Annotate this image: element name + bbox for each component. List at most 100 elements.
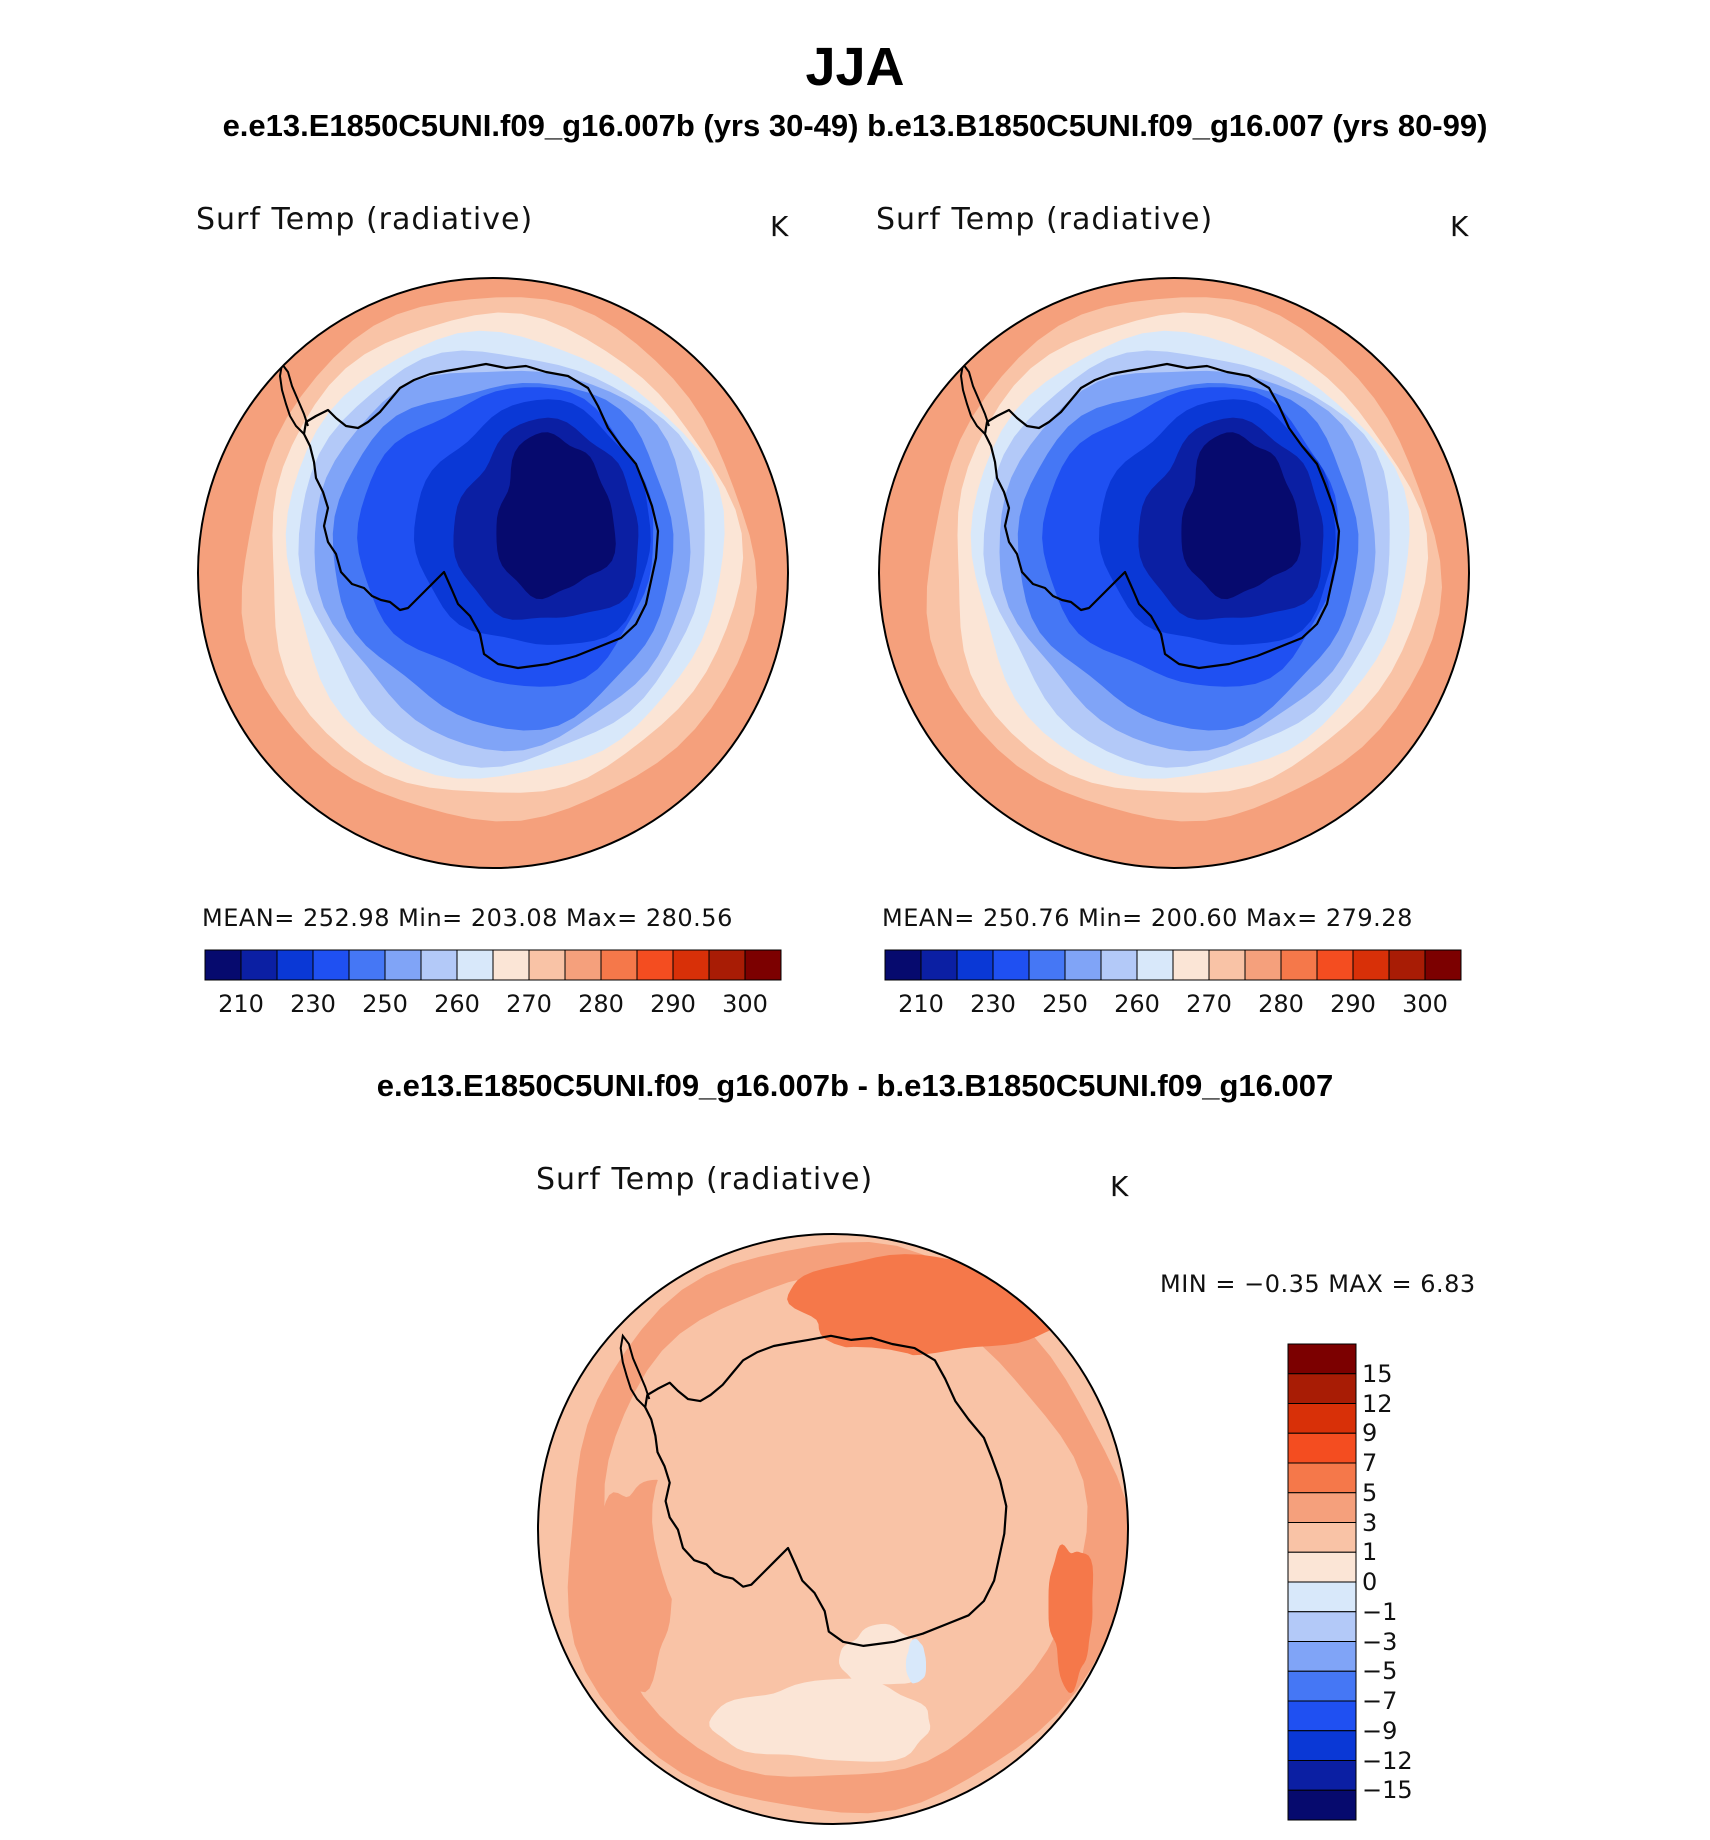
panel3-title: Surf Temp (radiative) <box>536 1162 874 1197</box>
figure-subtitle: e.e13.E1850C5UNI.f09_g16.007b (yrs 30-49… <box>222 108 1488 143</box>
panel1-map <box>197 277 789 869</box>
panel3-colorbar-labels: 15 12 9 7 5 3 1 0 −1 −3 −5 −7 −9 −12 −15 <box>1362 1344 1442 1820</box>
colorbar-box <box>1287 1373 1357 1404</box>
colorbar-tick-label: 12 <box>1362 1389 1393 1418</box>
contour-fill <box>709 1678 931 1762</box>
colorbar-tick-label: 210 <box>218 990 264 1018</box>
map-boundary <box>878 277 1470 869</box>
colorbar-box <box>348 949 386 981</box>
colorbar-box <box>956 949 994 981</box>
colorbar-box <box>1287 1343 1357 1375</box>
colorbar-box <box>1287 1432 1357 1464</box>
colorbar-tick-label: −1 <box>1362 1597 1398 1626</box>
colorbar-box <box>1100 949 1138 981</box>
colorbar-tick-label: 3 <box>1362 1508 1378 1537</box>
colorbar-box <box>1352 949 1390 981</box>
colorbar-box <box>1287 1462 1357 1494</box>
peninsula-coastline <box>959 361 990 435</box>
colorbar-tick-label: 250 <box>1042 990 1088 1018</box>
panel2-map <box>878 277 1470 869</box>
contour-fill <box>496 432 616 600</box>
antarctica-coastline <box>302 362 660 670</box>
colorbar-tick-label: 7 <box>1362 1449 1378 1477</box>
colorbar-tick-label: 210 <box>898 990 944 1018</box>
panel2-units: K <box>1450 210 1469 243</box>
colorbar-box <box>312 949 350 981</box>
contour-fill <box>1181 432 1301 600</box>
colorbar-box <box>1287 1670 1357 1702</box>
colorbar-box <box>1287 1641 1357 1672</box>
colorbar-box <box>564 949 602 981</box>
colorbar-box <box>492 949 530 981</box>
colorbar-box <box>884 949 922 981</box>
colorbar-box <box>1280 949 1318 981</box>
colorbar-tick-label: 1 <box>1362 1538 1378 1567</box>
colorbar-box <box>1287 1581 1357 1613</box>
contour-fill <box>839 1623 920 1685</box>
peninsula-coastline <box>619 1333 651 1408</box>
colorbar-tick-label: 15 <box>1362 1359 1393 1388</box>
colorbar-tick-label: 280 <box>1258 990 1304 1018</box>
colorbar-box <box>1028 949 1066 981</box>
colorbar-box <box>528 949 566 981</box>
colorbar-tick-label: 250 <box>362 990 408 1018</box>
colorbar-tick-label: 260 <box>1114 990 1160 1018</box>
contour-fill <box>1048 1544 1094 1694</box>
colorbar-tick-label: 230 <box>290 990 336 1018</box>
colorbar-tick-label: −12 <box>1362 1746 1413 1775</box>
colorbar-box <box>1136 949 1174 981</box>
colorbar-box <box>456 949 494 981</box>
colorbar-tick-label: 290 <box>650 990 696 1018</box>
colorbar-box <box>1287 1403 1357 1434</box>
colorbar-box <box>1244 949 1282 981</box>
colorbar-box <box>1172 949 1210 981</box>
colorbar-tick-label: 230 <box>970 990 1016 1018</box>
colorbar-tick-label: −15 <box>1362 1776 1413 1805</box>
panel2-stats: MEAN= 250.76 Min= 200.60 Max= 279.28 <box>882 904 1413 932</box>
colorbar-tick-label: 290 <box>1330 990 1376 1018</box>
colorbar-tick-label: 280 <box>578 990 624 1018</box>
colorbar-box <box>420 949 458 981</box>
colorbar-tick-label: 260 <box>434 990 480 1018</box>
panel3-colorbar <box>1287 1343 1357 1821</box>
colorbar-tick-label: 270 <box>1186 990 1232 1018</box>
colorbar-tick-label: 300 <box>1402 990 1448 1018</box>
colorbar-box <box>1287 1700 1357 1732</box>
colorbar-tick-label: 270 <box>506 990 552 1018</box>
colorbar-box <box>600 949 638 981</box>
panel1-colorbar <box>204 949 782 981</box>
panel3-map <box>537 1233 1129 1825</box>
colorbar-tick-label: −9 <box>1362 1716 1398 1745</box>
antarctica-coastline <box>983 362 1341 670</box>
colorbar-box <box>204 949 242 981</box>
panel3-stats: MIN = −0.35 MAX = 6.83 <box>1160 1270 1476 1298</box>
panel2-colorbar-labels: 210 230 250 260 270 280 290 300 <box>885 990 1461 1020</box>
colorbar-box <box>276 949 314 981</box>
colorbar-tick-label: 300 <box>722 990 768 1018</box>
colorbar-tick-label: −7 <box>1362 1687 1398 1715</box>
difference-subtitle: e.e13.E1850C5UNI.f09_g16.007b - b.e13.B1… <box>376 1068 1334 1103</box>
contour-fill <box>652 1346 1013 1700</box>
colorbar-box <box>1208 949 1246 981</box>
panel1-stats: MEAN= 252.98 Min= 203.08 Max= 280.56 <box>202 904 733 932</box>
colorbar-box <box>240 949 278 981</box>
colorbar-box <box>1287 1730 1357 1761</box>
colorbar-box <box>1287 1551 1357 1583</box>
figure-title: JJA <box>805 37 905 97</box>
colorbar-tick-label: 5 <box>1362 1478 1378 1507</box>
panel1-title: Surf Temp (radiative) <box>196 202 534 237</box>
colorbar-box <box>708 949 746 981</box>
contour-fill <box>905 1638 926 1684</box>
panel1-colorbar-labels: 210 230 250 260 270 280 290 300 <box>205 990 781 1020</box>
panel1-units: K <box>770 210 789 243</box>
panel2-colorbar <box>884 949 1462 981</box>
colorbar-box <box>1287 1789 1357 1821</box>
map-boundary <box>197 277 789 869</box>
map-boundary <box>537 1233 1129 1825</box>
colorbar-box <box>920 949 958 981</box>
colorbar-box <box>1316 949 1354 981</box>
colorbar-box <box>1287 1760 1357 1791</box>
colorbar-box <box>1388 949 1426 981</box>
panel2-title: Surf Temp (radiative) <box>876 202 1214 237</box>
colorbar-box <box>1424 949 1462 981</box>
